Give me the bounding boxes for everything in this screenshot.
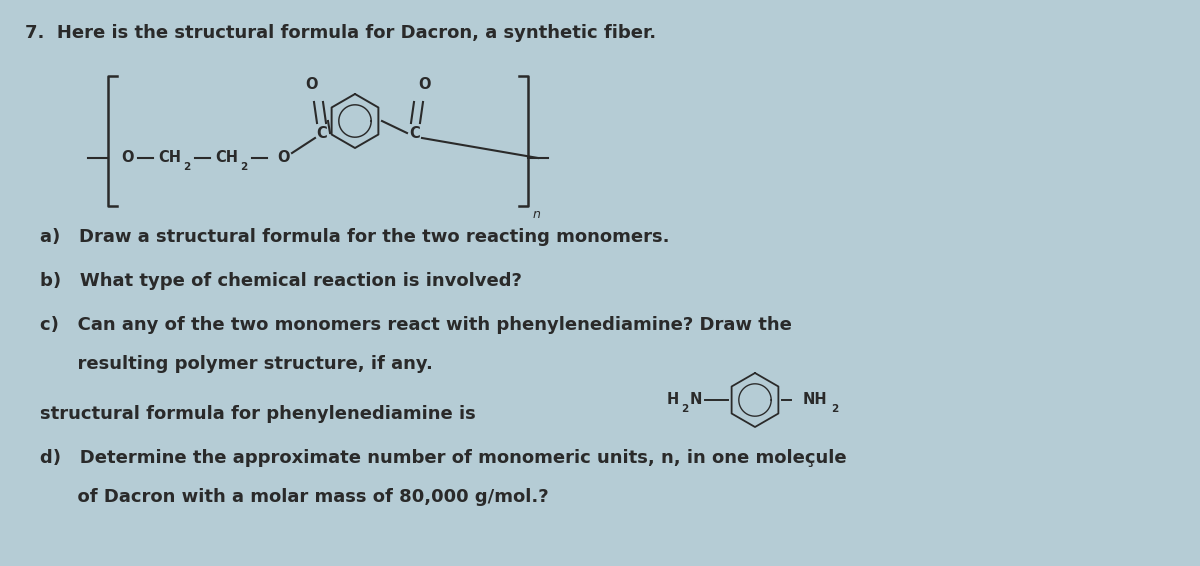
- Text: CH: CH: [158, 151, 181, 165]
- Text: b)   What type of chemical reaction is involved?: b) What type of chemical reaction is inv…: [40, 272, 522, 290]
- Text: 2: 2: [832, 404, 839, 414]
- Text: d)   Determine the approximate number of monomeric units, n, in one moleçule: d) Determine the approximate number of m…: [40, 449, 847, 467]
- Text: CH: CH: [216, 151, 239, 165]
- Text: n: n: [533, 208, 541, 221]
- Text: O: O: [306, 78, 318, 92]
- Text: NH: NH: [803, 392, 827, 408]
- Text: c)   Can any of the two monomers react with phenylenediamine? Draw the: c) Can any of the two monomers react wit…: [40, 316, 792, 334]
- Text: 7.  Here is the structural formula for Dacron, a synthetic fiber.: 7. Here is the structural formula for Da…: [25, 24, 656, 42]
- Text: structural formula for phenylenediamine is: structural formula for phenylenediamine …: [40, 405, 475, 423]
- Text: N: N: [690, 392, 702, 408]
- Text: C: C: [409, 126, 420, 140]
- Text: a)   Draw a structural formula for the two reacting monomers.: a) Draw a structural formula for the two…: [40, 228, 670, 246]
- Text: C: C: [317, 126, 328, 140]
- Text: 2: 2: [682, 404, 689, 414]
- Text: H: H: [667, 392, 679, 408]
- Text: of Dacron with a molar mass of 80,000 g/mol.?: of Dacron with a molar mass of 80,000 g/…: [40, 488, 548, 506]
- Text: 2: 2: [240, 162, 247, 172]
- Text: O: O: [419, 78, 431, 92]
- Text: 2: 2: [184, 162, 191, 172]
- Text: O: O: [277, 151, 290, 165]
- Text: resulting polymer structure, if any.: resulting polymer structure, if any.: [40, 355, 433, 373]
- Text: O: O: [121, 151, 134, 165]
